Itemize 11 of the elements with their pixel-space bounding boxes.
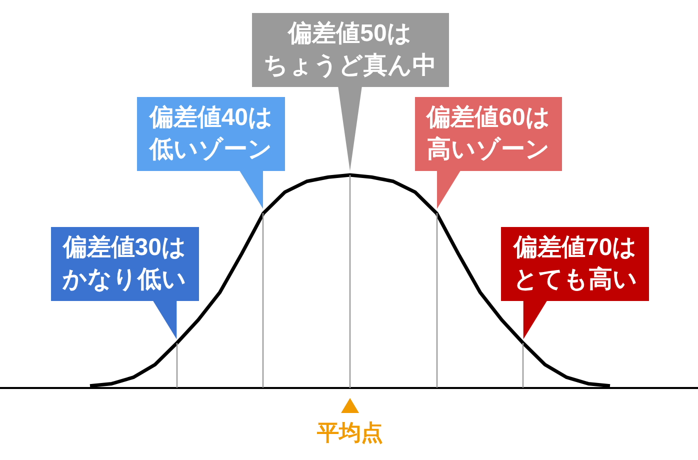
text: ちょうど真ん中: [264, 51, 436, 81]
annotation: 偏差値70は: [513, 233, 638, 264]
x-axis-title: 平均点: [317, 419, 383, 447]
text: 高いゾーン: [426, 135, 550, 166]
annotation: とても高い: [513, 265, 638, 296]
annotation: かなり低い: [62, 265, 187, 296]
text: 低いゾーン: [149, 135, 274, 166]
text: 偏差値60は: [426, 103, 550, 134]
text: 偏差値50は: [286, 19, 413, 49]
annotation: 偏差値30は: [62, 233, 187, 264]
text: 偏差値40は: [149, 103, 274, 134]
